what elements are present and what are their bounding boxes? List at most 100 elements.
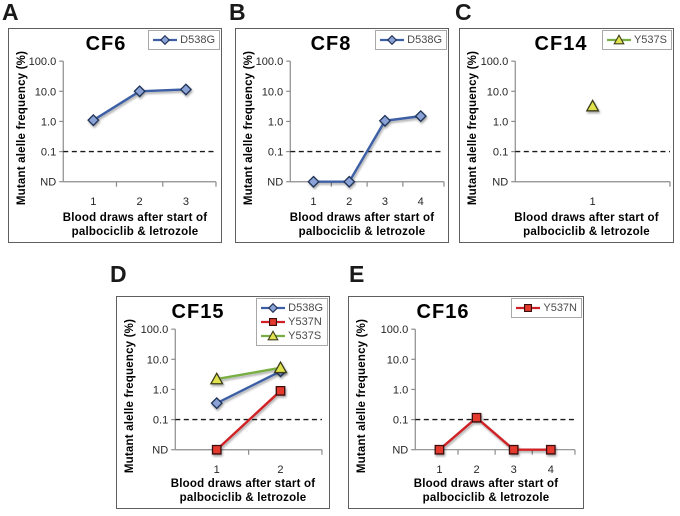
series-D538G (87, 83, 193, 127)
y-tick-label: ND (152, 445, 168, 457)
series-Y537S (585, 99, 600, 112)
y-tick-label: 0.1 (493, 147, 508, 159)
x-axis-title-line1: Blood draws after start of (413, 478, 559, 490)
x-tick-label: 2 (346, 196, 352, 208)
panel-letter-a: A (2, 0, 20, 25)
x-axis-title-line2: palbociclib & letrozole (422, 491, 550, 504)
x-tick-label: 3 (183, 196, 189, 208)
series-Y537N (211, 385, 286, 455)
x-tick-label: 4 (418, 196, 424, 208)
x-axis-title-line2: palbociclib & letrozole (179, 491, 307, 504)
y-tick-label: 1.0 (153, 384, 168, 396)
y-tick-label: 100.0 (381, 324, 409, 336)
legend-item-D538G: D538G (379, 33, 442, 47)
x-axis-title-line1: Blood draws after start of (289, 212, 435, 224)
legend-label: D538G (180, 33, 215, 46)
series-line-Y537N (438, 416, 551, 451)
y-tick-label: ND (492, 177, 508, 189)
x-axis-title: Blood draws after start of palbociclib &… (9, 212, 217, 239)
legend-marker-square-icon (261, 317, 286, 327)
y-tick-label: 10.0 (487, 86, 509, 98)
y-tick-label: 10.0 (35, 86, 57, 98)
data-point-Y537N (275, 385, 286, 396)
legend-item-D538G: D538G (260, 301, 323, 315)
data-point-D538G (307, 175, 320, 188)
x-axis-title-line1: Blood draws after start of (170, 478, 316, 490)
panel-letter-e: E (349, 261, 365, 287)
legend-label: D538G (407, 33, 442, 46)
chart-panel-cf16: CF16 Y537N Mutant alelle frequency (%) 1… (348, 296, 584, 509)
y-tick-label: ND (392, 445, 408, 457)
legend-item-Y537S: Y537S (606, 33, 667, 47)
plot-area: 100.0 10.0 1.0 0.1 ND 1 2 (141, 324, 323, 476)
x-tick-label: 1 (590, 196, 596, 208)
x-axis-title-line2: palbociclib & letrozole (523, 225, 650, 238)
data-point-D538G (414, 109, 427, 123)
series-Y537N (434, 412, 556, 455)
y-tick-label: 1.0 (393, 384, 408, 396)
x-tick-label: 1 (214, 464, 220, 476)
chart-panel-cf6: CF6 D538G Mutant alelle frequency (%) 10… (8, 28, 222, 243)
x-axis-title-line2: palbociclib & letrozole (71, 225, 199, 238)
legend-marker-diamond-icon (261, 302, 286, 314)
data-point-Y537N (211, 444, 222, 455)
series-line-D538G (216, 370, 282, 405)
data-point-Y537N (545, 444, 556, 455)
legend-marker-triangle-icon (606, 34, 631, 45)
panel-letter-d: D (110, 261, 128, 287)
y-tick-label: 0.1 (268, 147, 283, 159)
data-point-D538G (179, 83, 193, 96)
legend-item-Y537S: Y537S (260, 329, 323, 343)
legend-marker-diamond-icon (380, 34, 405, 46)
legend-label: Y537N (288, 315, 322, 328)
data-point-Y537S (273, 360, 288, 374)
data-point-Y537N (508, 444, 519, 455)
legend: D538G (148, 30, 220, 50)
plot-area: 100.0 10.0 1.0 0.1 ND 1 2 3 4 (381, 324, 576, 476)
data-point-D538G (343, 175, 356, 188)
x-axis-title: Blood draws after start of palbociclib &… (236, 212, 444, 239)
series-line-D538G (313, 114, 421, 183)
data-point-D538G (133, 85, 146, 98)
data-point-Y537S (209, 371, 224, 385)
y-tick-label: 100.0 (481, 56, 509, 68)
y-tick-label: 100.0 (256, 56, 284, 68)
series-Y537S (209, 360, 288, 385)
y-tick-label: 100.0 (141, 324, 169, 336)
y-tick-label: 1.0 (268, 116, 283, 128)
x-axis-title: Blood draws after start of palbociclib &… (349, 478, 579, 505)
legend-marker-square-icon (516, 303, 541, 313)
y-tick-label: 0.1 (393, 415, 408, 427)
y-tick-label: ND (40, 177, 56, 189)
y-tick-label: 10.0 (262, 86, 284, 98)
x-axis-title: Blood draws after start of palbociclib &… (460, 212, 669, 239)
data-point-Y537S (585, 99, 600, 112)
x-tick-label: 1 (90, 196, 96, 208)
data-point-Y537N (434, 444, 445, 455)
chart-title: CF14 (534, 33, 588, 55)
legend: D538G (375, 30, 447, 50)
legend-label: Y537S (288, 329, 322, 342)
data-point-D538G (210, 397, 223, 410)
y-tick-label: 10.0 (147, 354, 169, 366)
y-tick-label: 1.0 (493, 116, 508, 128)
x-tick-label: 4 (548, 464, 554, 476)
x-tick-label: 2 (277, 464, 283, 476)
legend-label: Y537S (633, 33, 667, 46)
legend: Y537S (601, 30, 672, 50)
x-tick-label: 2 (137, 196, 143, 208)
y-tick-label: 10.0 (387, 354, 408, 366)
plot-area: 100.0 10.0 1.0 0.1 ND 1 2 3 4 (256, 56, 445, 208)
panel-letter-c: C (455, 0, 473, 25)
legend-label: D538G (288, 301, 323, 314)
legend-marker-diamond-icon (153, 34, 178, 46)
legend-item-D538G: D538G (152, 33, 215, 47)
x-axis-title-line1: Blood draws after start of (514, 212, 659, 224)
data-point-D538G (378, 114, 392, 127)
chart-title: CF6 (85, 33, 127, 55)
plot-area: 100.0 10.0 1.0 0.1 ND 1 (481, 56, 671, 208)
y-tick-label: 1.0 (41, 116, 56, 128)
x-tick-label: 1 (310, 196, 316, 208)
legend-marker-triangle-icon (261, 330, 286, 341)
